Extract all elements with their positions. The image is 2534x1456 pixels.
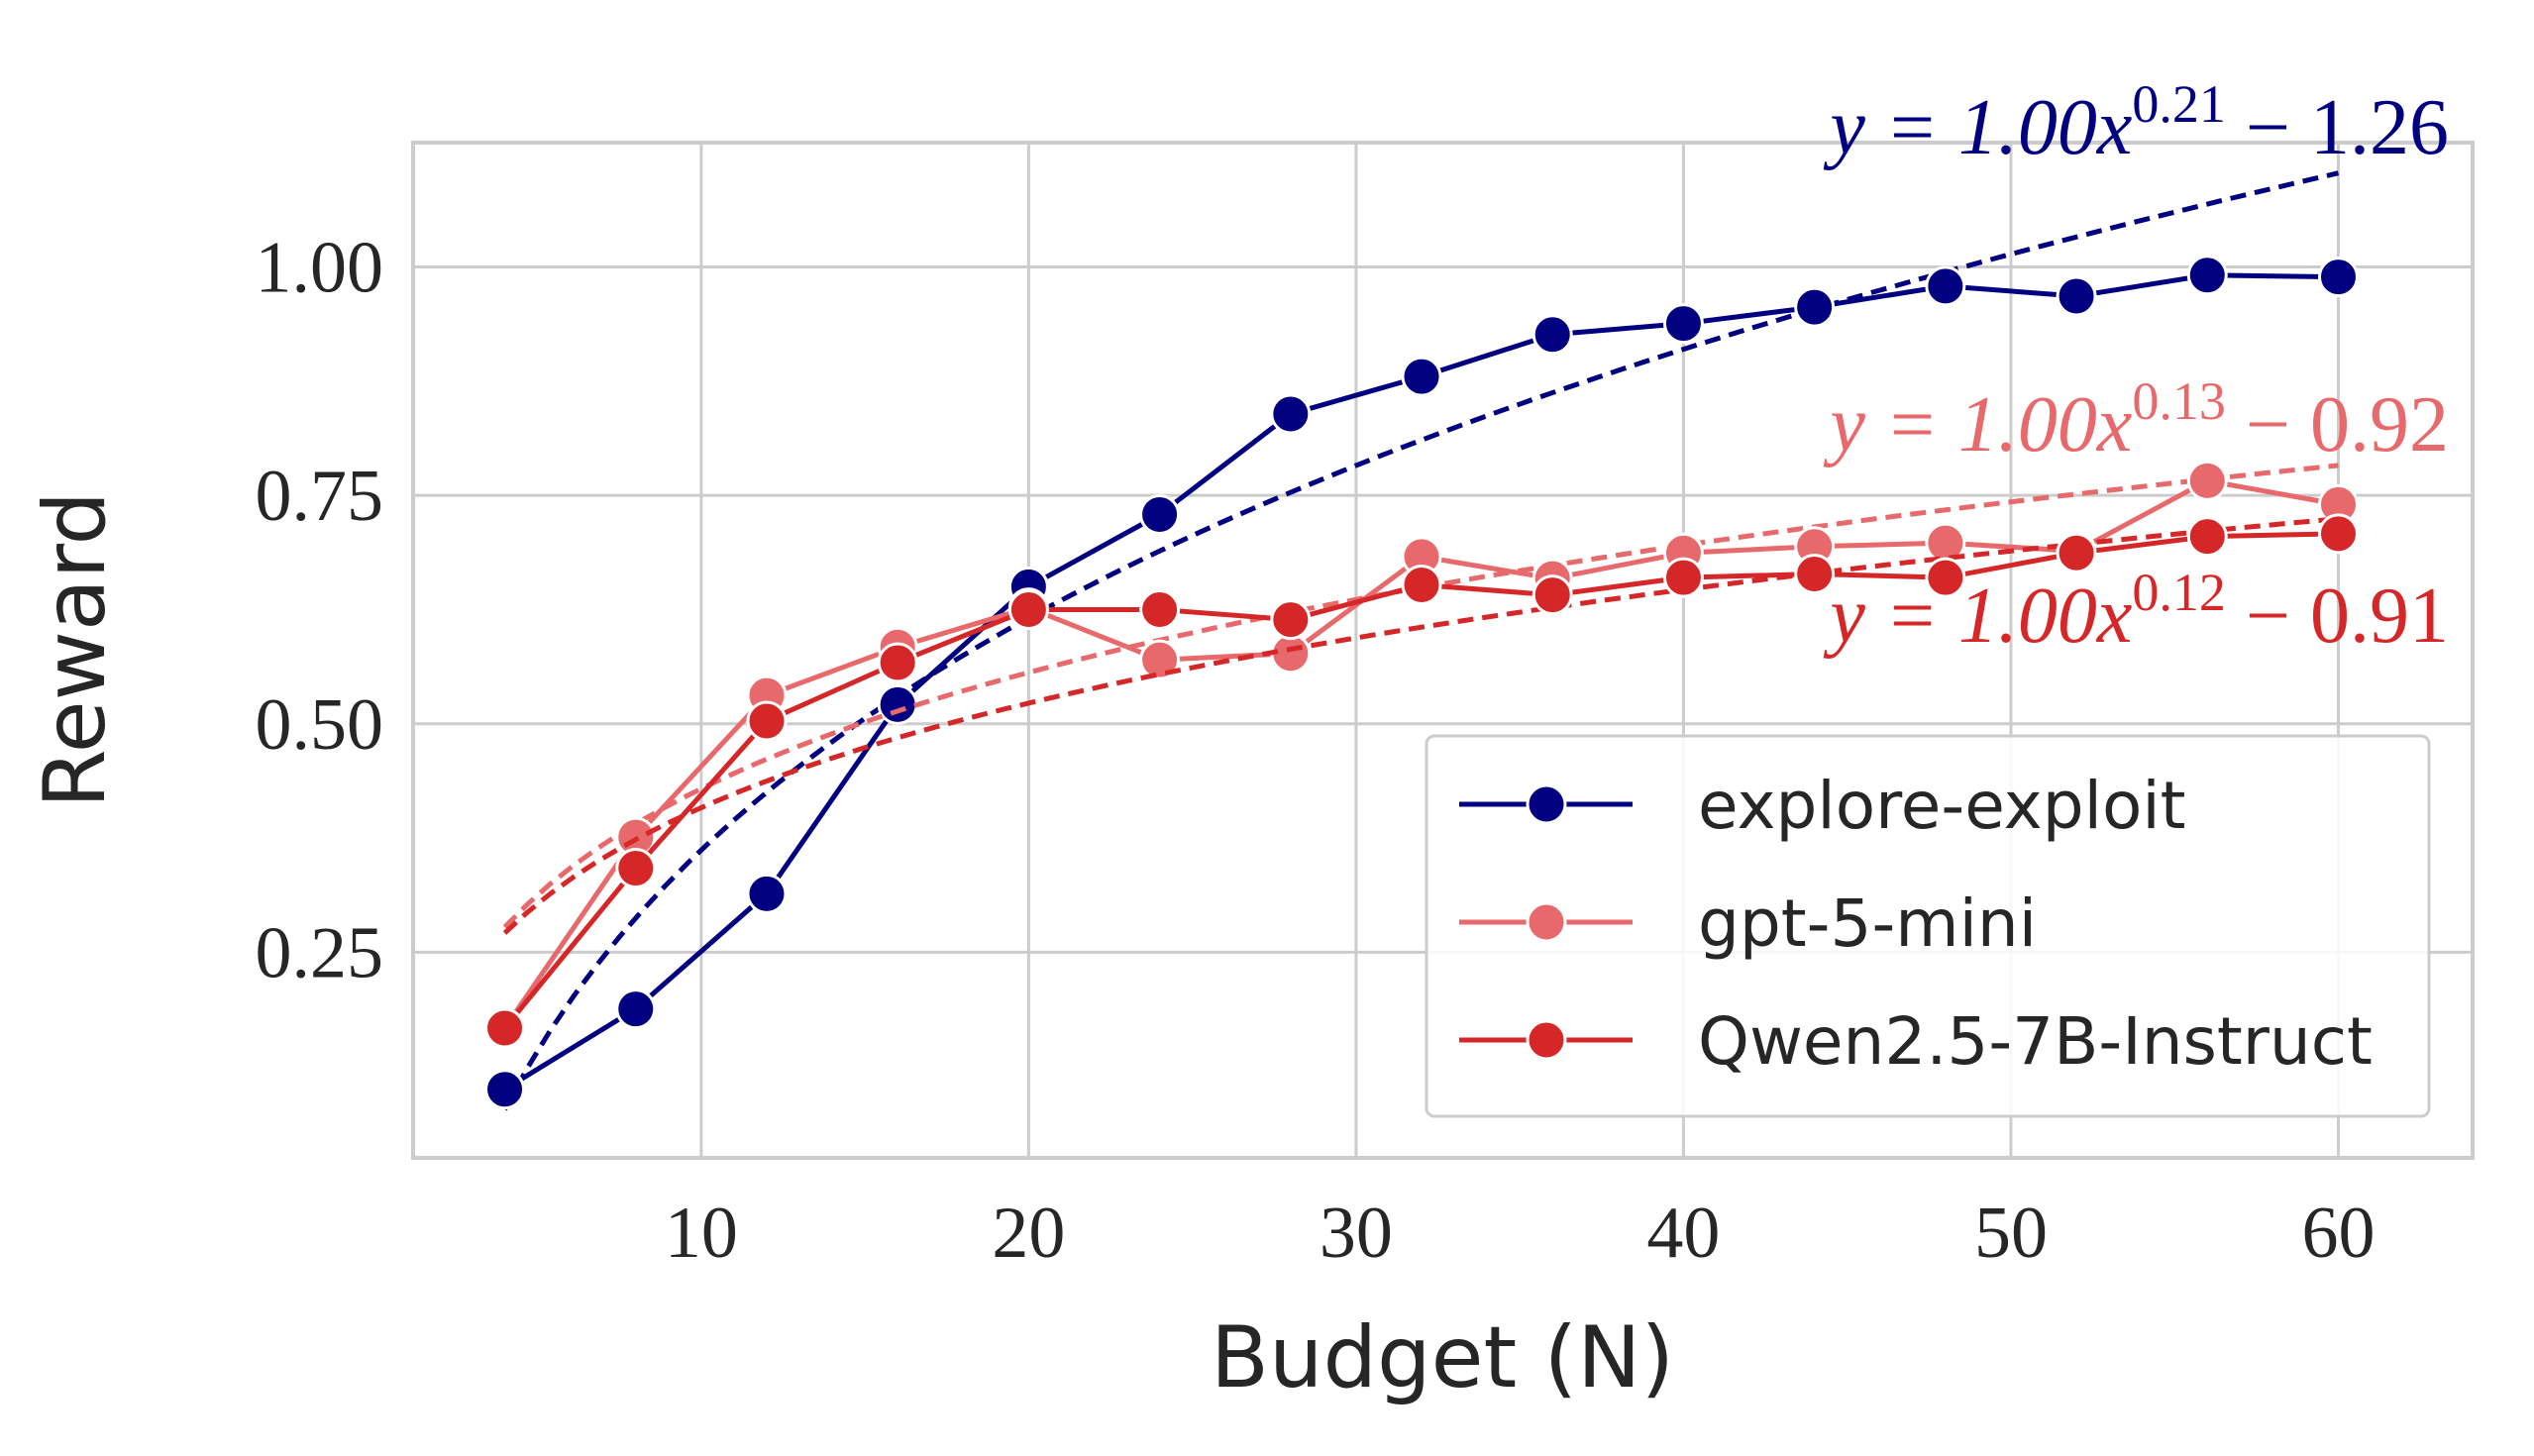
data-point: [746, 873, 788, 914]
x-tick-label: 40: [1646, 1193, 1720, 1274]
fit-equation-offset: − 0.92: [2226, 381, 2449, 468]
data-point: [1270, 599, 1312, 641]
x-tick-label: 50: [1974, 1193, 2048, 1274]
data-point: [1139, 639, 1181, 680]
data-point: [1925, 265, 1966, 307]
fit-equation-exponent: 0.21: [2132, 74, 2226, 134]
x-tick-label: 60: [2301, 1193, 2375, 1274]
plot-frame: [411, 141, 2475, 1160]
x-tick-label: 10: [665, 1193, 738, 1274]
legend-marker: [1526, 783, 1567, 825]
fit-equation-base: y = 1.00x: [1823, 381, 2132, 468]
fit-equation-offset: − 1.26: [2226, 84, 2449, 171]
data-point: [1007, 588, 1049, 630]
data-point: [877, 683, 918, 725]
data-point: [2317, 513, 2359, 555]
data-point: [615, 988, 657, 1030]
y-axis-label: Reward: [26, 491, 125, 808]
legend-label: gpt-5-mini: [1698, 885, 2037, 962]
data-point: [1401, 565, 1442, 606]
data-point: [1662, 303, 1704, 345]
data-point: [1925, 557, 1966, 598]
data-point: [2186, 460, 2228, 501]
legend-marker: [1526, 1019, 1567, 1061]
fit-equation: y = 1.00x0.13 − 0.92: [1823, 371, 2449, 468]
legend-box: [1425, 734, 2431, 1118]
data-point: [1662, 557, 1704, 598]
y-tick-label: 0.25: [256, 912, 384, 993]
fit-equation-base: y = 1.00x: [1823, 84, 2132, 171]
data-point: [484, 1069, 526, 1110]
data-point: [1401, 356, 1442, 397]
y-tick-label: 0.50: [256, 684, 384, 766]
legend-label: explore-exploit: [1698, 768, 2186, 844]
data-point: [1531, 574, 1573, 616]
data-point: [1139, 493, 1181, 535]
data-point: [484, 1007, 526, 1049]
data-point: [2186, 255, 2228, 296]
legend-label: Qwen2.5-7B-Instruct: [1698, 1003, 2373, 1080]
x-tick-label: 30: [1320, 1193, 1393, 1274]
fit-equation-exponent: 0.13: [2132, 371, 2226, 431]
fit-equation-offset: − 0.91: [2226, 572, 2449, 660]
data-point: [1794, 286, 1836, 328]
y-tick-label: 0.75: [256, 456, 384, 537]
fit-equation: y = 1.00x0.21 − 1.26: [1823, 74, 2449, 171]
fit-equation-exponent: 0.12: [2132, 563, 2226, 622]
data-point: [1794, 553, 1836, 594]
data-point: [2056, 532, 2097, 573]
data-point: [2056, 275, 2097, 317]
fit-equation: y = 1.00x0.12 − 0.91: [1823, 563, 2449, 660]
fit-equation-base: y = 1.00x: [1823, 572, 2132, 660]
y-tick-label: 1.00: [256, 227, 384, 308]
data-point: [615, 848, 657, 889]
x-tick-label: 20: [992, 1193, 1065, 1274]
data-point: [746, 700, 788, 742]
x-axis-label: Budget (N): [1211, 1308, 1674, 1407]
legend-marker: [1526, 901, 1567, 943]
fit-curve: [502, 516, 2339, 935]
data-point: [1139, 588, 1181, 630]
data-point: [2317, 257, 2359, 298]
data-point: [1270, 393, 1312, 435]
data-point: [1531, 314, 1573, 356]
data-point: [877, 642, 918, 683]
data-point: [2186, 516, 2228, 558]
